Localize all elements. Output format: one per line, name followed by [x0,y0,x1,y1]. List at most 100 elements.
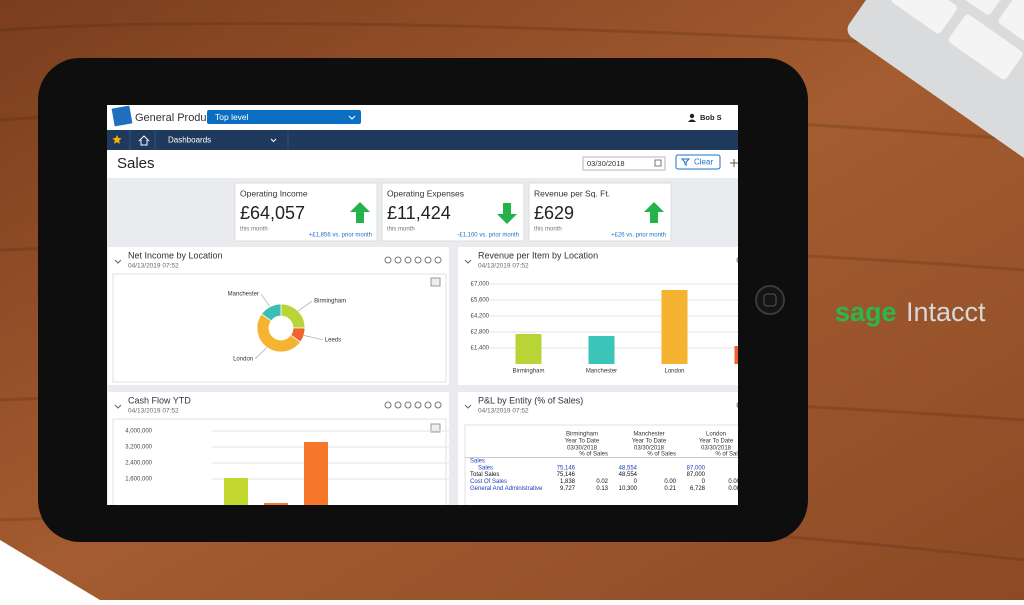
panel: Net Income by Location 04/13/2019 07:52 Bi… [108,247,449,385]
bar [661,290,688,364]
kpi-title: Revenue per Sq. Ft. [534,188,610,198]
calendar-icon [654,159,662,167]
table-cell: 48,554 [619,472,638,478]
kpi-card [528,182,672,242]
slice-label: London [233,356,253,362]
kpi-value: £64,057 [240,203,305,223]
table-frame [464,424,738,505]
table-cell: 0.13 [596,486,608,492]
corner-shape [0,540,100,600]
table-cell: 9,727 [560,486,576,492]
y-tick-label: 1,600,000 [125,477,152,483]
panel-title: Revenue per Item by Location [478,250,598,260]
panel-tool-icon[interactable] [384,256,392,264]
row-label[interactable]: General And Administrative [470,486,543,492]
bar [224,478,248,505]
trend-arrow [644,202,664,223]
table-cell: 48,554 [619,465,638,471]
kpi-change: +£1,856 vs. prior month [309,233,372,239]
column-header: Year To Date [565,439,600,445]
panel-tool-icon[interactable] [736,257,743,263]
table-cell: 87,000 [687,465,706,471]
column-header: Year To Date [632,439,667,445]
column-header: London [706,432,726,438]
column-header: % of Sales [715,452,744,458]
table-cell: 0.08 [728,486,740,492]
trend-arrow [350,202,370,223]
panel-tool-icon[interactable] [384,401,392,409]
home-button-icon [763,293,777,307]
x-tick-label: London [664,369,684,375]
filter-icon [680,158,691,166]
row-label[interactable]: Sales [470,459,485,465]
table-cell: 0.00 [728,479,740,485]
collapse-chevron[interactable] [464,404,472,409]
panel-tool-icon[interactable] [434,256,442,264]
export-icon[interactable] [430,423,441,433]
kpi-period: this month [387,227,415,233]
level-dropdown[interactable] [207,110,361,124]
panel-tool-icon[interactable] [404,401,412,409]
home-icon[interactable] [138,135,150,146]
panel-tool-icon[interactable] [736,402,743,408]
panel-tool-icon[interactable] [434,401,442,409]
table-cell: 0 [634,479,638,485]
column-header: 03/30/2018 [567,446,598,452]
user-icon [689,113,695,119]
home-button[interactable] [755,285,785,315]
table-cell: 75,146 [557,472,576,478]
collapse-chevron[interactable] [464,259,472,264]
app-logo [111,105,133,127]
bar [264,503,288,505]
user-name[interactable]: Bob S [700,113,722,122]
nav-dashboards[interactable]: Dashboards [168,136,211,145]
panel-tool-icon[interactable] [424,256,432,264]
panel-title: Cash Flow YTD [128,395,191,405]
collapse-chevron[interactable] [114,404,122,409]
panel-tool-icon[interactable] [394,401,402,409]
y-tick-label: £5,600 [471,298,490,304]
table-cell: 6,728 [690,486,706,492]
donut-slice [256,313,301,353]
brand-product: Intacct [906,297,986,327]
kpi-cards: Operating Income £64,057 this month +£1,856… [234,182,672,242]
favorite-star[interactable] [112,135,122,144]
add-icon[interactable] [730,159,738,167]
slice-label: Birmingham [314,299,346,305]
slice-label: Manchester [228,292,259,298]
panel-tool-icon[interactable] [424,401,432,409]
panel-tool-icon[interactable] [404,256,412,264]
panel: Cash Flow YTD 04/13/2019 07:52 1,600,000 2,… [108,392,449,505]
bar [734,346,738,364]
panel: P&L by Entity (% of Sales) 04/13/2019 07:… [458,392,744,505]
nav-bar [107,130,738,150]
table-cell: 0.21 [664,486,676,492]
trend-arrow [497,203,517,224]
kpi-period: this month [240,227,268,233]
collapse-chevron[interactable] [114,259,122,264]
panel-tool-icon[interactable] [414,256,422,264]
kpi-card [381,182,525,242]
x-tick-label: Birmingham [512,369,544,375]
keyboard [847,0,1024,177]
panel-tool-icon[interactable] [414,401,422,409]
panel-timestamp: 04/13/2019 07:52 [128,263,179,270]
table-cell: 10,300 [619,486,638,492]
table-cell: 1,838 [560,479,576,485]
panel: Revenue per Item by Location 04/13/2019 0… [458,247,743,385]
export-icon[interactable] [430,277,441,287]
date-input[interactable] [582,156,666,171]
row-label[interactable]: Sales [478,465,493,471]
row-label[interactable]: Cost Of Sales [470,479,507,485]
y-tick-label: £2,800 [471,330,490,336]
y-tick-label: £1,400 [471,346,490,352]
column-header: 03/30/2018 [634,446,665,452]
kpi-value: £629 [534,203,574,223]
panel-tool-icon[interactable] [394,256,402,264]
row-label: Total Sales [470,472,499,478]
plot-frame [112,273,447,383]
column-header: Manchester [633,432,664,438]
user-icon-body [688,119,696,122]
